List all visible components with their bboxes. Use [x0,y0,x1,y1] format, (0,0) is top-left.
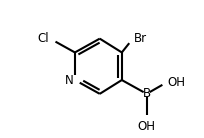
Text: OH: OH [137,120,155,133]
Text: N: N [64,74,73,87]
Text: Br: Br [134,32,147,45]
Text: Cl: Cl [37,32,48,45]
Text: OH: OH [166,76,184,89]
Text: B: B [142,87,150,100]
